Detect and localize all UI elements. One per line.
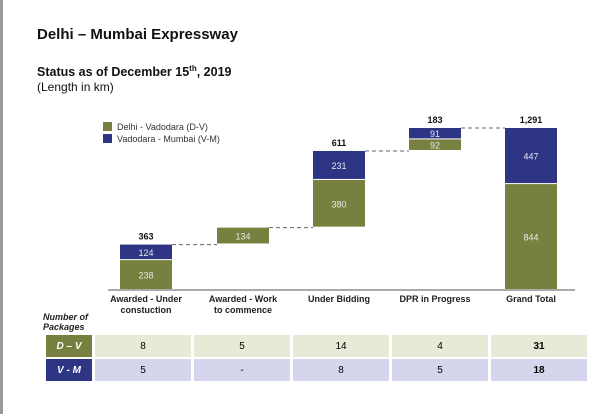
category-label: constuction [121, 305, 172, 315]
total-label: 611 [332, 138, 347, 148]
subtitle-text: Status as of December 15 [37, 65, 190, 80]
table-cell: 5 [392, 359, 488, 381]
bar-dv [313, 179, 365, 227]
bar-vm [409, 128, 461, 139]
bar-value-label: 92 [430, 141, 440, 151]
category-label: to commence [214, 305, 272, 315]
bar-value-label: 134 [235, 232, 250, 242]
total-label: 1,291 [520, 115, 543, 125]
bar-value-label: 238 [138, 271, 153, 281]
table-cell: 5 [194, 335, 290, 357]
bar-dv [409, 139, 461, 150]
page-title: Delhi – Mumbai Expressway [37, 26, 238, 43]
table-cell: 8 [293, 359, 389, 381]
total-label: 183 [427, 115, 442, 125]
bar-value-label: 231 [331, 161, 346, 171]
packages-label: Number of Packages [43, 312, 88, 332]
bar-value-label: 844 [523, 233, 538, 243]
packages-table: D – V 8 5 14 4 31 V - M 5 - 8 5 18 [43, 333, 590, 383]
category-label: Under Bidding [308, 294, 370, 304]
table-row-dv: D – V 8 5 14 4 31 [46, 335, 587, 357]
table-cell: 5 [95, 359, 191, 381]
bar-value-label: 124 [138, 248, 153, 258]
bar-value-label: 91 [430, 129, 440, 139]
row-header: V - M [46, 359, 92, 381]
category-label: Awarded - Under [110, 294, 182, 304]
unit-label: (Length in km) [37, 80, 114, 94]
category-label: DPR in Progress [399, 294, 470, 304]
table-cell: 8 [95, 335, 191, 357]
bar-vm [505, 128, 557, 184]
subtitle-year: , 2019 [196, 65, 232, 80]
status-subtitle: Status as of December 15th, 2019 [37, 64, 231, 79]
subtitle-sup: th [189, 64, 197, 73]
table-cell: - [194, 359, 290, 381]
row-header: D – V [46, 335, 92, 357]
packages-label-line2: Packages [43, 322, 85, 332]
table-row-vm: V - M 5 - 8 5 18 [46, 359, 587, 381]
table-cell-total: 31 [491, 335, 587, 357]
bar-dv [217, 227, 269, 244]
legend-label: Delhi - Vadodara (D-V) [117, 122, 208, 132]
table-cell: 4 [392, 335, 488, 357]
bar-vm [120, 244, 172, 260]
legend-swatch-vm [103, 134, 112, 143]
category-label: Grand Total [506, 294, 556, 304]
table-cell-total: 18 [491, 359, 587, 381]
bar-value-label: 380 [331, 199, 346, 209]
table-cell: 14 [293, 335, 389, 357]
legend-swatch-dv [103, 122, 112, 131]
bar-dv [505, 184, 557, 289]
bar-dv [120, 260, 172, 289]
legend-label: Vadodara - Mumbai (V-M) [117, 134, 220, 144]
packages-label-line1: Number of [43, 312, 88, 322]
total-label: 363 [138, 232, 153, 242]
category-label: Awarded - Work [209, 294, 278, 304]
bar-value-label: 447 [523, 152, 538, 162]
bar-vm [313, 150, 365, 179]
